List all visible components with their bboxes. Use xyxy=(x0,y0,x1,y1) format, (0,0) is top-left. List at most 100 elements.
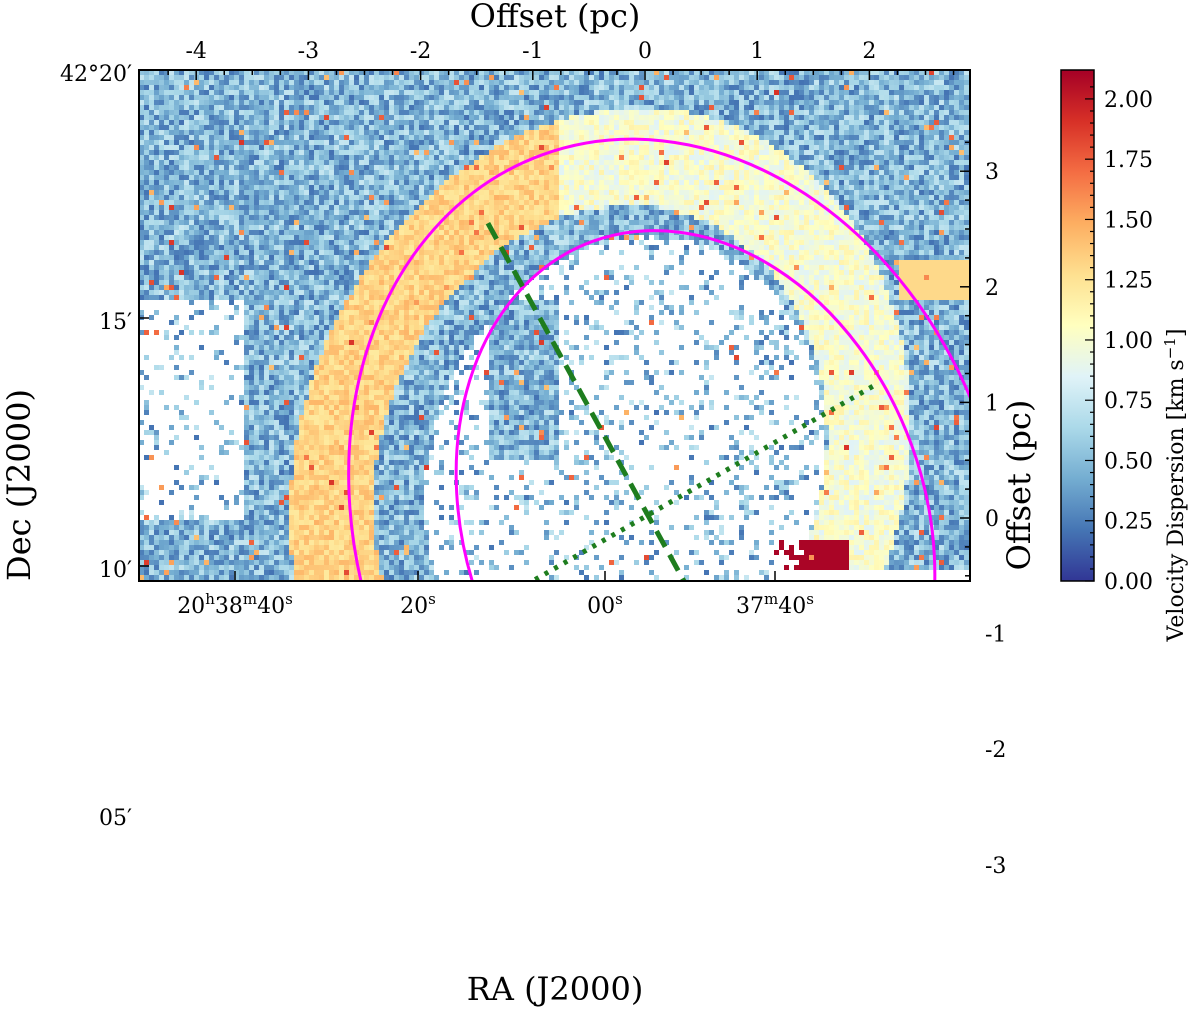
heatmap-cell xyxy=(599,160,604,165)
heatmap-cell xyxy=(409,125,414,130)
heatmap-cell xyxy=(504,100,509,105)
heatmap-cell xyxy=(574,175,579,180)
heatmap-cell xyxy=(759,180,764,185)
heatmap-cell xyxy=(454,145,459,150)
heatmap-cell xyxy=(374,115,379,120)
heatmap-cell xyxy=(259,70,264,75)
heatmap-cell xyxy=(434,190,439,195)
heatmap-cell xyxy=(354,85,359,90)
heatmap-cell xyxy=(389,110,394,115)
heatmap-cell xyxy=(594,195,599,200)
heatmap-cell xyxy=(324,115,329,120)
heatmap-cell xyxy=(484,190,489,195)
heatmap-cell xyxy=(514,170,519,175)
heatmap-cell xyxy=(469,140,474,145)
heatmap-cell xyxy=(864,95,869,100)
heatmap-cell xyxy=(349,140,354,145)
heatmap-cell xyxy=(639,115,644,120)
heatmap-cell xyxy=(339,170,344,175)
heatmap-cell xyxy=(364,200,369,205)
heatmap-cell xyxy=(449,130,454,135)
heatmap-cell xyxy=(279,175,284,180)
heatmap-cell xyxy=(544,180,549,185)
heatmap-cell xyxy=(479,210,484,215)
heatmap-cell xyxy=(954,85,959,90)
heatmap-cell xyxy=(884,130,889,135)
heatmap-cell xyxy=(909,150,914,155)
heatmap-cell xyxy=(229,145,234,150)
heatmap-cell xyxy=(269,70,274,75)
heatmap-cell xyxy=(469,130,474,135)
heatmap-cell xyxy=(864,210,869,215)
heatmap-cell xyxy=(609,200,614,205)
heatmap-cell xyxy=(634,100,639,105)
heatmap-cell xyxy=(359,140,364,145)
heatmap-cell xyxy=(894,200,899,205)
heatmap-cell xyxy=(519,95,524,100)
heatmap-cell xyxy=(749,215,754,220)
heatmap-cell xyxy=(634,105,639,110)
heatmap-cell xyxy=(459,120,464,125)
heatmap-cell xyxy=(874,180,879,185)
heatmap-cell xyxy=(954,125,959,130)
heatmap-cell xyxy=(414,195,419,200)
heatmap-cell xyxy=(259,190,264,195)
heatmap-cell xyxy=(634,135,639,140)
heatmap-cell xyxy=(219,90,224,95)
heatmap-cell xyxy=(844,125,849,130)
heatmap-cell xyxy=(694,80,699,85)
heatmap-cell xyxy=(964,155,969,160)
heatmap-cell xyxy=(839,115,844,120)
heatmap-cell xyxy=(239,125,244,130)
heatmap-cell xyxy=(194,190,199,195)
heatmap-cell xyxy=(264,185,269,190)
heatmap-cell xyxy=(179,70,184,75)
heatmap-cell xyxy=(824,200,829,205)
heatmap-cell xyxy=(619,100,624,105)
heatmap-cell xyxy=(384,180,389,185)
heatmap-cell xyxy=(634,110,639,115)
heatmap-cell xyxy=(699,95,704,100)
heatmap-cell xyxy=(734,85,739,90)
heatmap-cell xyxy=(149,205,154,210)
heatmap-cell xyxy=(919,130,924,135)
heatmap-cell xyxy=(654,145,659,150)
heatmap-cell xyxy=(359,70,364,75)
heatmap-cell xyxy=(524,130,529,135)
heatmap-cell xyxy=(204,145,209,150)
heatmap-cell xyxy=(589,190,594,195)
heatmap-cell xyxy=(439,75,444,80)
heatmap-cell xyxy=(839,170,844,175)
heatmap-cell xyxy=(709,80,714,85)
heatmap-cell xyxy=(284,120,289,125)
heatmap-cell xyxy=(184,205,189,210)
heatmap-cell xyxy=(504,130,509,135)
heatmap-cell xyxy=(359,160,364,165)
heatmap-cell xyxy=(514,75,519,80)
heatmap-cell xyxy=(219,180,224,185)
heatmap-cell xyxy=(444,120,449,125)
heatmap-cell xyxy=(249,75,254,80)
heatmap-cell xyxy=(959,110,964,115)
heatmap-cell xyxy=(404,100,409,105)
heatmap-cell xyxy=(954,185,959,190)
heatmap-cell xyxy=(504,90,509,95)
heatmap-cell xyxy=(744,145,749,150)
heatmap-cell xyxy=(159,180,164,185)
heatmap-cell xyxy=(184,90,189,95)
heatmap-cell xyxy=(524,70,529,75)
heatmap-cell xyxy=(279,180,284,185)
heatmap-cell xyxy=(214,210,219,215)
heatmap-cell xyxy=(824,110,829,115)
heatmap-cell xyxy=(624,80,629,85)
heatmap-cell xyxy=(624,125,629,130)
heatmap-cell xyxy=(554,215,559,220)
heatmap-cell xyxy=(819,95,824,100)
heatmap-cell xyxy=(769,115,774,120)
heatmap-cell xyxy=(379,70,384,75)
heatmap-cell xyxy=(659,95,664,100)
heatmap-cell xyxy=(389,180,394,185)
heatmap-cell xyxy=(524,155,529,160)
heatmap-cell xyxy=(804,135,809,140)
heatmap-cell xyxy=(259,85,264,90)
